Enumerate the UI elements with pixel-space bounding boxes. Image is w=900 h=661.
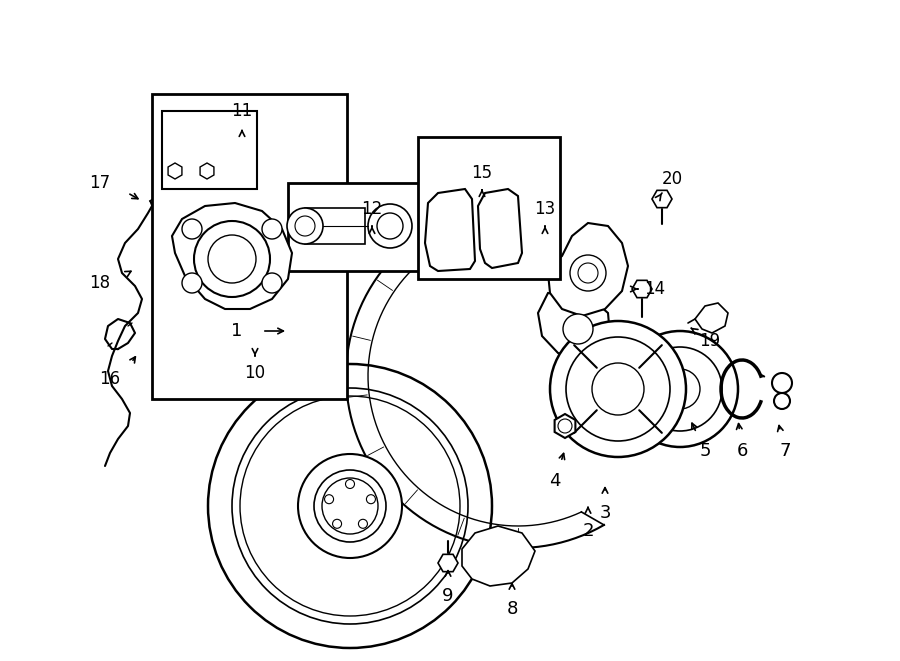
Circle shape xyxy=(262,219,282,239)
Circle shape xyxy=(558,419,572,433)
Polygon shape xyxy=(168,163,182,179)
Polygon shape xyxy=(438,555,458,572)
Circle shape xyxy=(638,347,722,431)
Circle shape xyxy=(287,208,323,244)
Text: 11: 11 xyxy=(231,102,253,120)
Circle shape xyxy=(358,520,367,528)
Bar xyxy=(305,208,365,244)
Polygon shape xyxy=(632,280,652,297)
Circle shape xyxy=(772,373,792,393)
Circle shape xyxy=(377,213,403,239)
Text: 8: 8 xyxy=(507,600,517,618)
Circle shape xyxy=(774,393,790,409)
Circle shape xyxy=(592,363,644,415)
Polygon shape xyxy=(538,293,610,359)
Circle shape xyxy=(182,273,202,293)
Circle shape xyxy=(182,219,202,239)
Text: 20: 20 xyxy=(662,170,682,188)
Text: 19: 19 xyxy=(699,332,721,350)
Polygon shape xyxy=(172,203,292,309)
Polygon shape xyxy=(548,223,628,316)
Text: 5: 5 xyxy=(699,442,711,460)
Polygon shape xyxy=(150,193,168,211)
Text: 4: 4 xyxy=(549,472,561,490)
Circle shape xyxy=(295,216,315,236)
Text: 14: 14 xyxy=(644,280,666,298)
Polygon shape xyxy=(462,526,535,586)
Polygon shape xyxy=(478,189,522,268)
Circle shape xyxy=(232,388,468,624)
Circle shape xyxy=(622,331,738,447)
Polygon shape xyxy=(695,303,728,333)
Circle shape xyxy=(578,263,598,283)
Polygon shape xyxy=(652,190,672,208)
Text: 13: 13 xyxy=(535,200,555,218)
Polygon shape xyxy=(425,189,475,271)
Circle shape xyxy=(566,337,670,441)
Bar xyxy=(162,111,257,189)
Circle shape xyxy=(298,454,402,558)
Text: 18: 18 xyxy=(89,274,110,292)
Polygon shape xyxy=(200,163,214,179)
Circle shape xyxy=(262,273,282,293)
Text: 6: 6 xyxy=(736,442,748,460)
Text: 15: 15 xyxy=(472,164,492,182)
Text: 1: 1 xyxy=(230,322,242,340)
Circle shape xyxy=(368,204,412,248)
Circle shape xyxy=(322,478,378,534)
Circle shape xyxy=(240,396,460,616)
Text: 9: 9 xyxy=(442,587,454,605)
Text: 17: 17 xyxy=(89,174,110,192)
Circle shape xyxy=(346,479,355,488)
Circle shape xyxy=(208,235,256,283)
Circle shape xyxy=(366,494,375,504)
Text: 3: 3 xyxy=(599,504,611,522)
Circle shape xyxy=(314,470,386,542)
Circle shape xyxy=(563,314,593,344)
Bar xyxy=(418,137,560,279)
Text: 2: 2 xyxy=(582,522,594,540)
Text: 7: 7 xyxy=(779,442,791,460)
Bar xyxy=(152,94,347,399)
Text: 12: 12 xyxy=(362,200,382,218)
Circle shape xyxy=(660,369,700,409)
Text: 10: 10 xyxy=(245,364,266,382)
Bar xyxy=(288,183,450,271)
Circle shape xyxy=(208,364,492,648)
Circle shape xyxy=(570,255,606,291)
Circle shape xyxy=(333,520,342,528)
Circle shape xyxy=(325,494,334,504)
Polygon shape xyxy=(554,414,575,438)
Circle shape xyxy=(550,321,686,457)
Text: 16: 16 xyxy=(99,370,120,388)
Circle shape xyxy=(194,221,270,297)
